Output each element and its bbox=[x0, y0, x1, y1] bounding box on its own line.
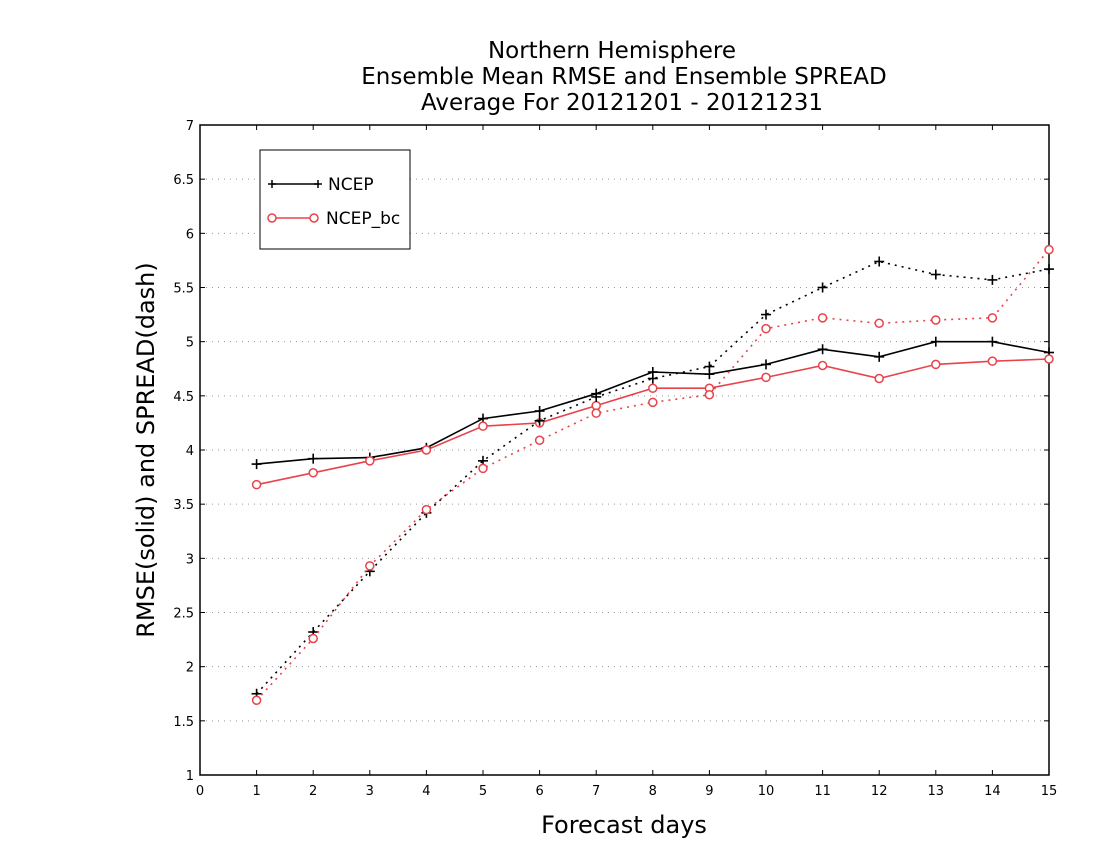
point-ncep-bc-spread-11 bbox=[817, 313, 828, 323]
point-ncep-bc-rmse-12 bbox=[874, 373, 884, 384]
ticks: 11.522.533.544.555.566.570 1 2 3 4 5 6 7 8 9 10 11 1… bbox=[173, 119, 1057, 799]
point-ncep-bc-rmse-1 bbox=[251, 479, 262, 490]
point-ncep-bc-spread-6 bbox=[534, 435, 545, 445]
point-ncep-bc-rmse-7 bbox=[591, 400, 601, 411]
x-tick-label-6: 6 bbox=[535, 784, 543, 799]
point-ncep-bc-rmse-11 bbox=[817, 360, 828, 371]
point-ncep-bc-rmse-10 bbox=[761, 372, 771, 383]
point-ncep-bc-rmse-14 bbox=[987, 356, 998, 366]
chart-title-line-2: Ensemble Mean RMSE and Ensemble SPREAD bbox=[361, 64, 886, 90]
point-ncep-bc-spread-15 bbox=[1044, 244, 1054, 255]
point-ncep-rmse-11 bbox=[817, 344, 828, 355]
point-ncep-rmse-12 bbox=[874, 351, 885, 362]
point-ncep-spread-15 bbox=[1044, 264, 1054, 275]
point-ncep-spread-8 bbox=[647, 373, 658, 384]
point-ncep-bc-spread-4 bbox=[421, 504, 432, 515]
x-tick-label-1: 1 bbox=[252, 784, 260, 799]
legend-marker-ncep-bc-right bbox=[309, 213, 319, 223]
point-ncep-bc-rmse-8 bbox=[648, 383, 658, 393]
point-ncep-spread-10 bbox=[761, 309, 771, 320]
x-tick-label-10: 10 bbox=[758, 784, 775, 799]
point-ncep-bc-spread-14 bbox=[987, 313, 998, 323]
x-tick-label-7: 7 bbox=[592, 784, 600, 799]
series-line-ncep-bc-spread bbox=[256, 249, 1050, 701]
point-ncep-spread-7 bbox=[591, 391, 602, 402]
chart-title-line-1: Northern Hemisphere bbox=[488, 38, 736, 64]
y-tick-label-2: 2 bbox=[186, 661, 194, 676]
x-tick-label-11: 11 bbox=[814, 784, 831, 799]
y-tick-label-8: 5 bbox=[186, 336, 194, 351]
y-tick-label-10: 6 bbox=[186, 227, 194, 242]
point-ncep-bc-spread-7 bbox=[591, 408, 601, 418]
legend-label-ncep: NCEP bbox=[328, 175, 374, 195]
point-ncep-bc-rmse-5 bbox=[478, 421, 488, 431]
x-tick-label-14: 14 bbox=[984, 784, 1001, 799]
point-ncep-bc-spread-5 bbox=[478, 463, 488, 474]
grid bbox=[200, 178, 1049, 722]
point-ncep-spread-13 bbox=[930, 269, 941, 280]
x-axis-label: Forecast days bbox=[541, 811, 707, 839]
legend-marker-ncep-bc-left bbox=[267, 213, 277, 223]
x-tick-label-4: 4 bbox=[422, 784, 430, 799]
x-tick-label-2: 2 bbox=[309, 784, 317, 799]
point-ncep-bc-spread-10 bbox=[761, 323, 771, 334]
point-ncep-spread-9 bbox=[704, 361, 715, 372]
point-ncep-rmse-6 bbox=[534, 406, 545, 416]
y-tick-label-6: 4 bbox=[186, 444, 194, 459]
series-line-ncep-spread bbox=[256, 260, 1050, 695]
legend-marker-ncep-right bbox=[314, 180, 322, 188]
point-ncep-bc-spread-8 bbox=[648, 397, 658, 408]
legend: NCEP NCEP_bc bbox=[259, 149, 411, 250]
legend-marker-ncep-left bbox=[268, 180, 276, 188]
point-ncep-bc-spread-2 bbox=[308, 633, 318, 644]
point-ncep-rmse-10 bbox=[761, 359, 771, 370]
legend-label-ncep-bc: NCEP_bc bbox=[326, 209, 400, 229]
chart-title-line-3: Average For 20121201 - 20121231 bbox=[421, 90, 823, 116]
point-ncep-spread-12 bbox=[874, 256, 885, 267]
y-tick-label-7: 4.5 bbox=[173, 390, 194, 405]
series-layer bbox=[251, 244, 1054, 705]
point-ncep-rmse-13 bbox=[930, 336, 941, 347]
x-tick-label-15: 15 bbox=[1041, 784, 1058, 799]
x-tick-label-9: 9 bbox=[705, 784, 713, 799]
point-ncep-bc-spread-12 bbox=[874, 318, 884, 328]
point-ncep-bc-spread-3 bbox=[365, 561, 375, 571]
point-ncep-bc-spread-13 bbox=[931, 315, 941, 325]
point-ncep-bc-rmse-15 bbox=[1044, 354, 1054, 364]
x-tick-label-8: 8 bbox=[649, 784, 657, 799]
y-tick-label-1: 1.5 bbox=[173, 715, 194, 730]
point-ncep-bc-rmse-2 bbox=[308, 468, 318, 478]
point-ncep-spread-14 bbox=[987, 274, 998, 285]
y-tick-label-9: 5.5 bbox=[173, 282, 194, 297]
y-axis-label: RMSE(solid) and SPREAD(dash) bbox=[132, 262, 160, 638]
point-ncep-bc-rmse-3 bbox=[365, 456, 375, 466]
point-ncep-bc-rmse-13 bbox=[931, 359, 941, 370]
plot-frame bbox=[199, 124, 1050, 776]
y-tick-label-12: 7 bbox=[186, 119, 194, 134]
point-ncep-spread-6 bbox=[534, 415, 545, 426]
point-ncep-rmse-2 bbox=[308, 453, 319, 464]
x-tick-label-0: 0 bbox=[196, 784, 204, 799]
y-tick-label-5: 3.5 bbox=[173, 498, 194, 513]
x-tick-label-5: 5 bbox=[479, 784, 487, 799]
point-ncep-spread-11 bbox=[817, 282, 828, 293]
point-ncep-bc-rmse-4 bbox=[421, 445, 432, 455]
legend-box bbox=[259, 149, 411, 250]
y-tick-label-4: 3 bbox=[186, 552, 194, 567]
x-tick-label-3: 3 bbox=[366, 784, 374, 799]
point-ncep-rmse-1 bbox=[251, 459, 262, 470]
x-tick-label-13: 13 bbox=[928, 784, 945, 799]
y-tick-label-3: 2.5 bbox=[173, 607, 194, 622]
y-tick-label-0: 1 bbox=[186, 769, 194, 784]
y-tick-label-11: 6.5 bbox=[173, 173, 194, 188]
point-ncep-rmse-14 bbox=[987, 336, 998, 347]
point-ncep-bc-spread-9 bbox=[704, 390, 715, 400]
x-tick-label-12: 12 bbox=[871, 784, 888, 799]
point-ncep-bc-spread-1 bbox=[251, 695, 262, 705]
